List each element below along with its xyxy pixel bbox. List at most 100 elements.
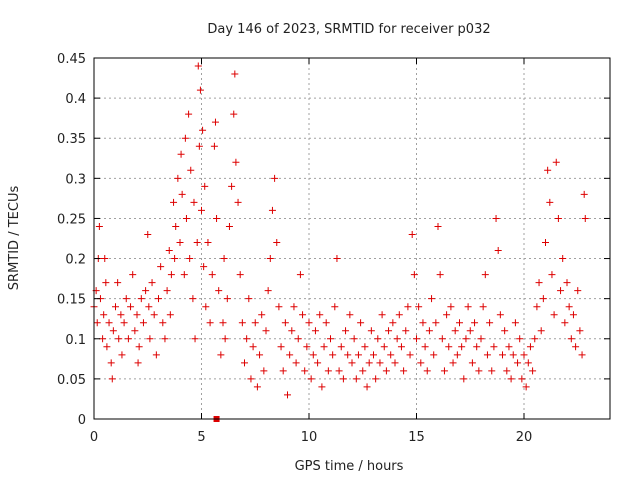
data-point [361,343,369,351]
data-point [176,239,184,247]
data-point [581,214,589,222]
data-point [260,367,268,375]
data-point [182,214,190,222]
data-point [211,118,219,126]
data-point [135,343,143,351]
data-point [445,343,453,351]
data-point [305,319,313,327]
data-point [284,391,291,399]
data-point [217,351,225,359]
data-point [456,319,463,327]
data-point [324,367,332,375]
data-point [318,383,326,391]
y-axis-label: SRMTID / TECUs [7,186,22,291]
data-point [425,327,433,335]
data-point [546,198,554,206]
data-point [131,327,139,335]
data-point [190,198,198,206]
data-point [490,343,498,351]
data-point [572,343,580,351]
data-point [537,327,545,335]
data-point [393,335,401,343]
data-point [552,158,560,166]
data-point [509,351,517,359]
data-point [122,295,130,303]
data-point [492,214,500,222]
data-point [95,222,103,230]
data-point [531,335,539,343]
data-point [309,351,317,359]
data-point [133,311,141,319]
data-point [382,367,390,375]
data-point [408,230,416,238]
data-point [177,150,185,158]
data-point [108,375,116,383]
y-tick-label: 0.05 [57,373,86,388]
data-point [299,311,307,319]
data-point [163,287,171,295]
data-point [395,311,403,319]
data-point [391,359,399,367]
data-point [346,311,354,319]
data-point [316,311,324,319]
data-point [559,255,567,263]
data-point [137,295,145,303]
data-point [144,230,152,238]
data-point [348,359,356,367]
data-point [397,343,405,351]
x-tick-label: 5 [197,430,205,445]
x-axis-label: GPS time / hours [295,459,404,474]
data-point [329,351,337,359]
data-point [400,367,408,375]
data-point [404,303,412,311]
data-point [294,335,302,343]
data-point [440,367,448,375]
data-point [215,287,223,295]
data-point [460,375,468,383]
data-point [327,335,334,343]
data-point [322,319,330,327]
data-point [389,319,397,327]
data-point [354,351,362,359]
data-point [307,375,315,383]
data-point [503,367,511,375]
data-point [533,303,541,311]
data-point [193,239,201,247]
data-point [105,319,113,327]
data-point [223,295,231,303]
data-point [535,279,543,287]
data-point [352,375,360,383]
data-point [410,271,418,279]
data-point [438,335,446,343]
data-point [548,271,556,279]
data-point [432,319,440,327]
data-point [185,110,193,118]
axis-ticks: 0 0.05 0.1 0.15 0.2 0.25 0.3 0.35 0.4 0.45 0 5 10 15 2… [57,52,610,445]
data-point [557,287,565,295]
data-point [372,375,380,383]
data-point [109,327,117,335]
data-point [103,343,111,351]
data-point [350,335,358,343]
data-point [201,182,209,190]
data-point [363,383,371,391]
data-point [468,359,476,367]
data-point [466,327,474,335]
data-point [206,319,214,327]
data-point [359,367,367,375]
data-point [563,279,571,287]
data-point [421,343,429,351]
data-point [102,279,110,287]
x-tick-label: 10 [301,430,318,445]
data-point [139,319,147,327]
data-point [118,351,126,359]
data-point [471,319,479,327]
data-point [415,303,423,311]
data-point [296,271,304,279]
data-point [342,327,350,335]
data-point [264,287,272,295]
data-point [542,239,549,247]
data-point [554,214,562,222]
data-point [501,327,509,335]
data-point [174,174,182,182]
